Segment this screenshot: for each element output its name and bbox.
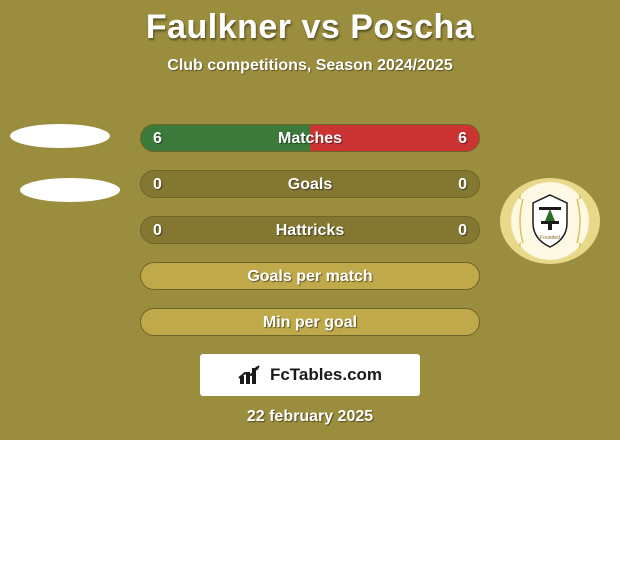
brand-text: FcTables.com bbox=[270, 365, 382, 385]
svg-text:Founded: Founded bbox=[540, 235, 560, 241]
stat-row: 00Hattricks bbox=[140, 216, 480, 244]
stat-rows: 66Matches 00Goals 00Hattricks Goals per mat… bbox=[140, 124, 480, 354]
stat-label: Goals bbox=[141, 171, 479, 199]
page-title: Faulkner vs Poscha bbox=[0, 0, 620, 47]
brand-box[interactable]: FcTables.com bbox=[200, 354, 420, 396]
stat-row: 66Matches bbox=[140, 124, 480, 152]
stat-label: Goals per match bbox=[141, 263, 479, 291]
stat-label: Min per goal bbox=[141, 309, 479, 337]
stat-label: Hattricks bbox=[141, 217, 479, 245]
team-left-badge-placeholder-2 bbox=[20, 178, 120, 202]
stat-row: 00Goals bbox=[140, 170, 480, 198]
stat-row: Min per goal bbox=[140, 308, 480, 336]
brand-chart-icon bbox=[238, 364, 264, 386]
team-left-badge-placeholder-1 bbox=[10, 124, 110, 148]
team-right-crest: Founded bbox=[500, 178, 600, 264]
crest-icon: Founded bbox=[515, 191, 585, 251]
stat-row: Goals per match bbox=[140, 262, 480, 290]
subtitle: Club competitions, Season 2024/2025 bbox=[0, 57, 620, 75]
date-label: 22 february 2025 bbox=[0, 408, 620, 426]
stat-label: Matches bbox=[141, 125, 479, 153]
comparison-card: Faulkner vs Poscha Club competitions, Se… bbox=[0, 0, 620, 440]
